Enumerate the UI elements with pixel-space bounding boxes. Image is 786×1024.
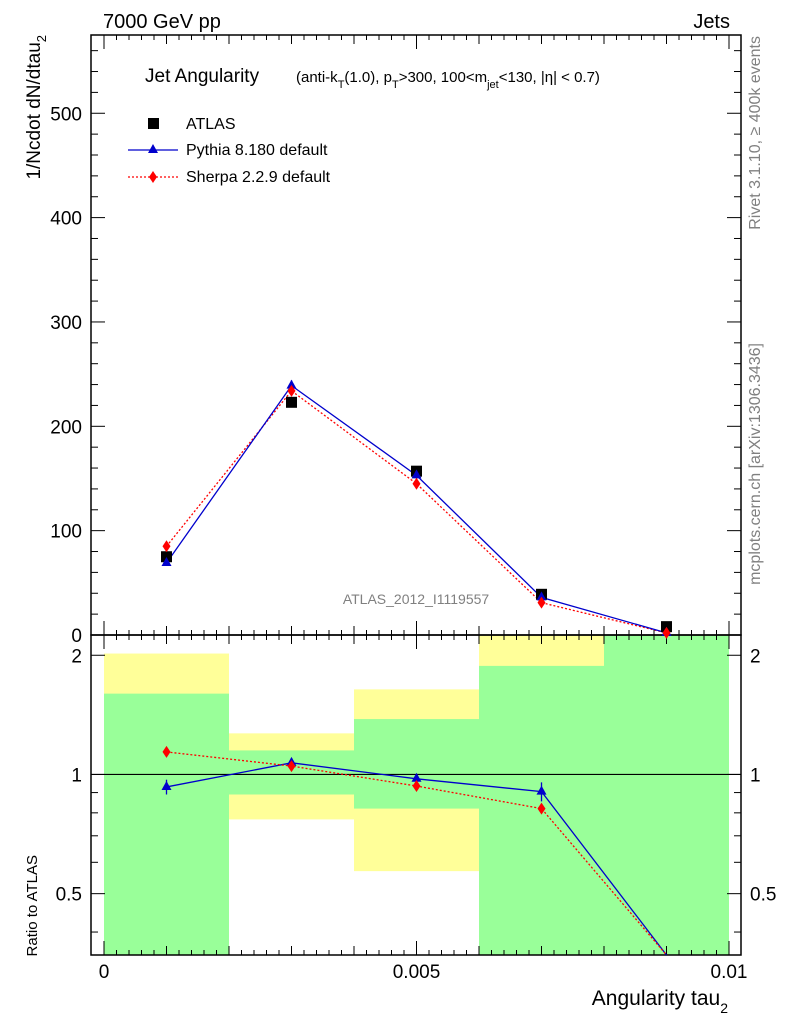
green-band-4 (604, 635, 729, 955)
sherpa-ratio-point (287, 760, 296, 773)
main-data (161, 379, 672, 639)
legend-sherpa-marker (149, 171, 157, 183)
ratio-y-axis-label: Ratio to ATLAS (24, 855, 41, 956)
pythia-point (536, 591, 547, 601)
sherpa-ratio-point (162, 745, 171, 758)
green-band-2 (354, 719, 479, 809)
legend-sherpa-label: Sherpa 2.2.9 default (186, 169, 331, 186)
y-axis-label: 1/Ncdot dN/dtau2 (24, 35, 49, 180)
legend-pythia-label: Pythia 8.180 default (186, 142, 328, 159)
sherpa-ratio-point (412, 780, 421, 793)
pythia-point (286, 379, 297, 389)
mcplots-label: mcplots.cern.ch [arXiv:1306.3436] (747, 343, 764, 585)
sherpa-point (412, 477, 421, 490)
ratio-ytick-label-right: 0.5 (750, 885, 776, 906)
sherpa-line (165, 389, 667, 634)
main-ytick-label: 300 (50, 313, 82, 334)
sherpa-point (662, 626, 671, 639)
atlas-point (661, 621, 672, 633)
main-ytick-label: 100 (50, 522, 82, 543)
chart-title: Jet Angularity (145, 66, 260, 87)
analysis-watermark: ATLAS_2012_I1119557 (343, 591, 490, 607)
ratio-ytick-label: 1 (71, 765, 82, 786)
legend: ATLAS Pythia 8.180 default Sherpa 2.2.9 … (128, 116, 331, 186)
main-ticks: 0 100 200 300 400 500 (50, 35, 741, 647)
header-left: 7000 GeV pp (103, 11, 221, 33)
pythia-point (161, 557, 172, 566)
main-ytick-label: 200 (50, 417, 82, 438)
legend-pythia-marker (148, 144, 158, 153)
uncertainty-bands (104, 635, 729, 955)
main-ytick-label: 0 (71, 626, 82, 647)
ratio-ytick-label-right: 1 (750, 765, 761, 786)
main-ytick-label: 500 (50, 104, 82, 125)
rivet-label: Rivet 3.1.10, ≥ 400k events (747, 36, 764, 230)
ratio-data (161, 745, 668, 956)
sherpa-point (287, 384, 296, 397)
legend-atlas-label: ATLAS (186, 116, 236, 133)
header-right: Jets (693, 11, 730, 33)
x-axis-label: Angularity tau2 (592, 987, 728, 1016)
atlas-point (161, 551, 172, 563)
ratio-ytick-label: 0.5 (56, 885, 82, 906)
pythia-ratio-point (411, 772, 422, 782)
pythia-point (411, 469, 422, 479)
pythia-ratio-point (536, 785, 547, 795)
legend-atlas-marker (148, 118, 159, 129)
main-ytick-label: 400 (50, 209, 82, 230)
green-band-0 (104, 693, 229, 955)
atlas-point (286, 396, 297, 408)
ratio-ytick-label: 2 (71, 646, 82, 667)
chart-subtitle: (anti-kT(1.0), pT>300, 100<mjet<130, |η|… (296, 69, 600, 91)
xtick-label: 0.01 (711, 962, 748, 983)
xtick-label: 0.005 (393, 962, 441, 983)
pythia-ratio-point (161, 780, 172, 790)
sherpa-ratio-point (537, 802, 546, 815)
ratio-ticks: 0.5 0.5 1 1 2 2 0 0.005 0.01 (56, 635, 776, 983)
sherpa-point (537, 596, 546, 609)
ratio-ytick-label-right: 2 (750, 646, 761, 667)
sherpa-point (162, 540, 171, 553)
xtick-label: 0 (99, 962, 110, 983)
